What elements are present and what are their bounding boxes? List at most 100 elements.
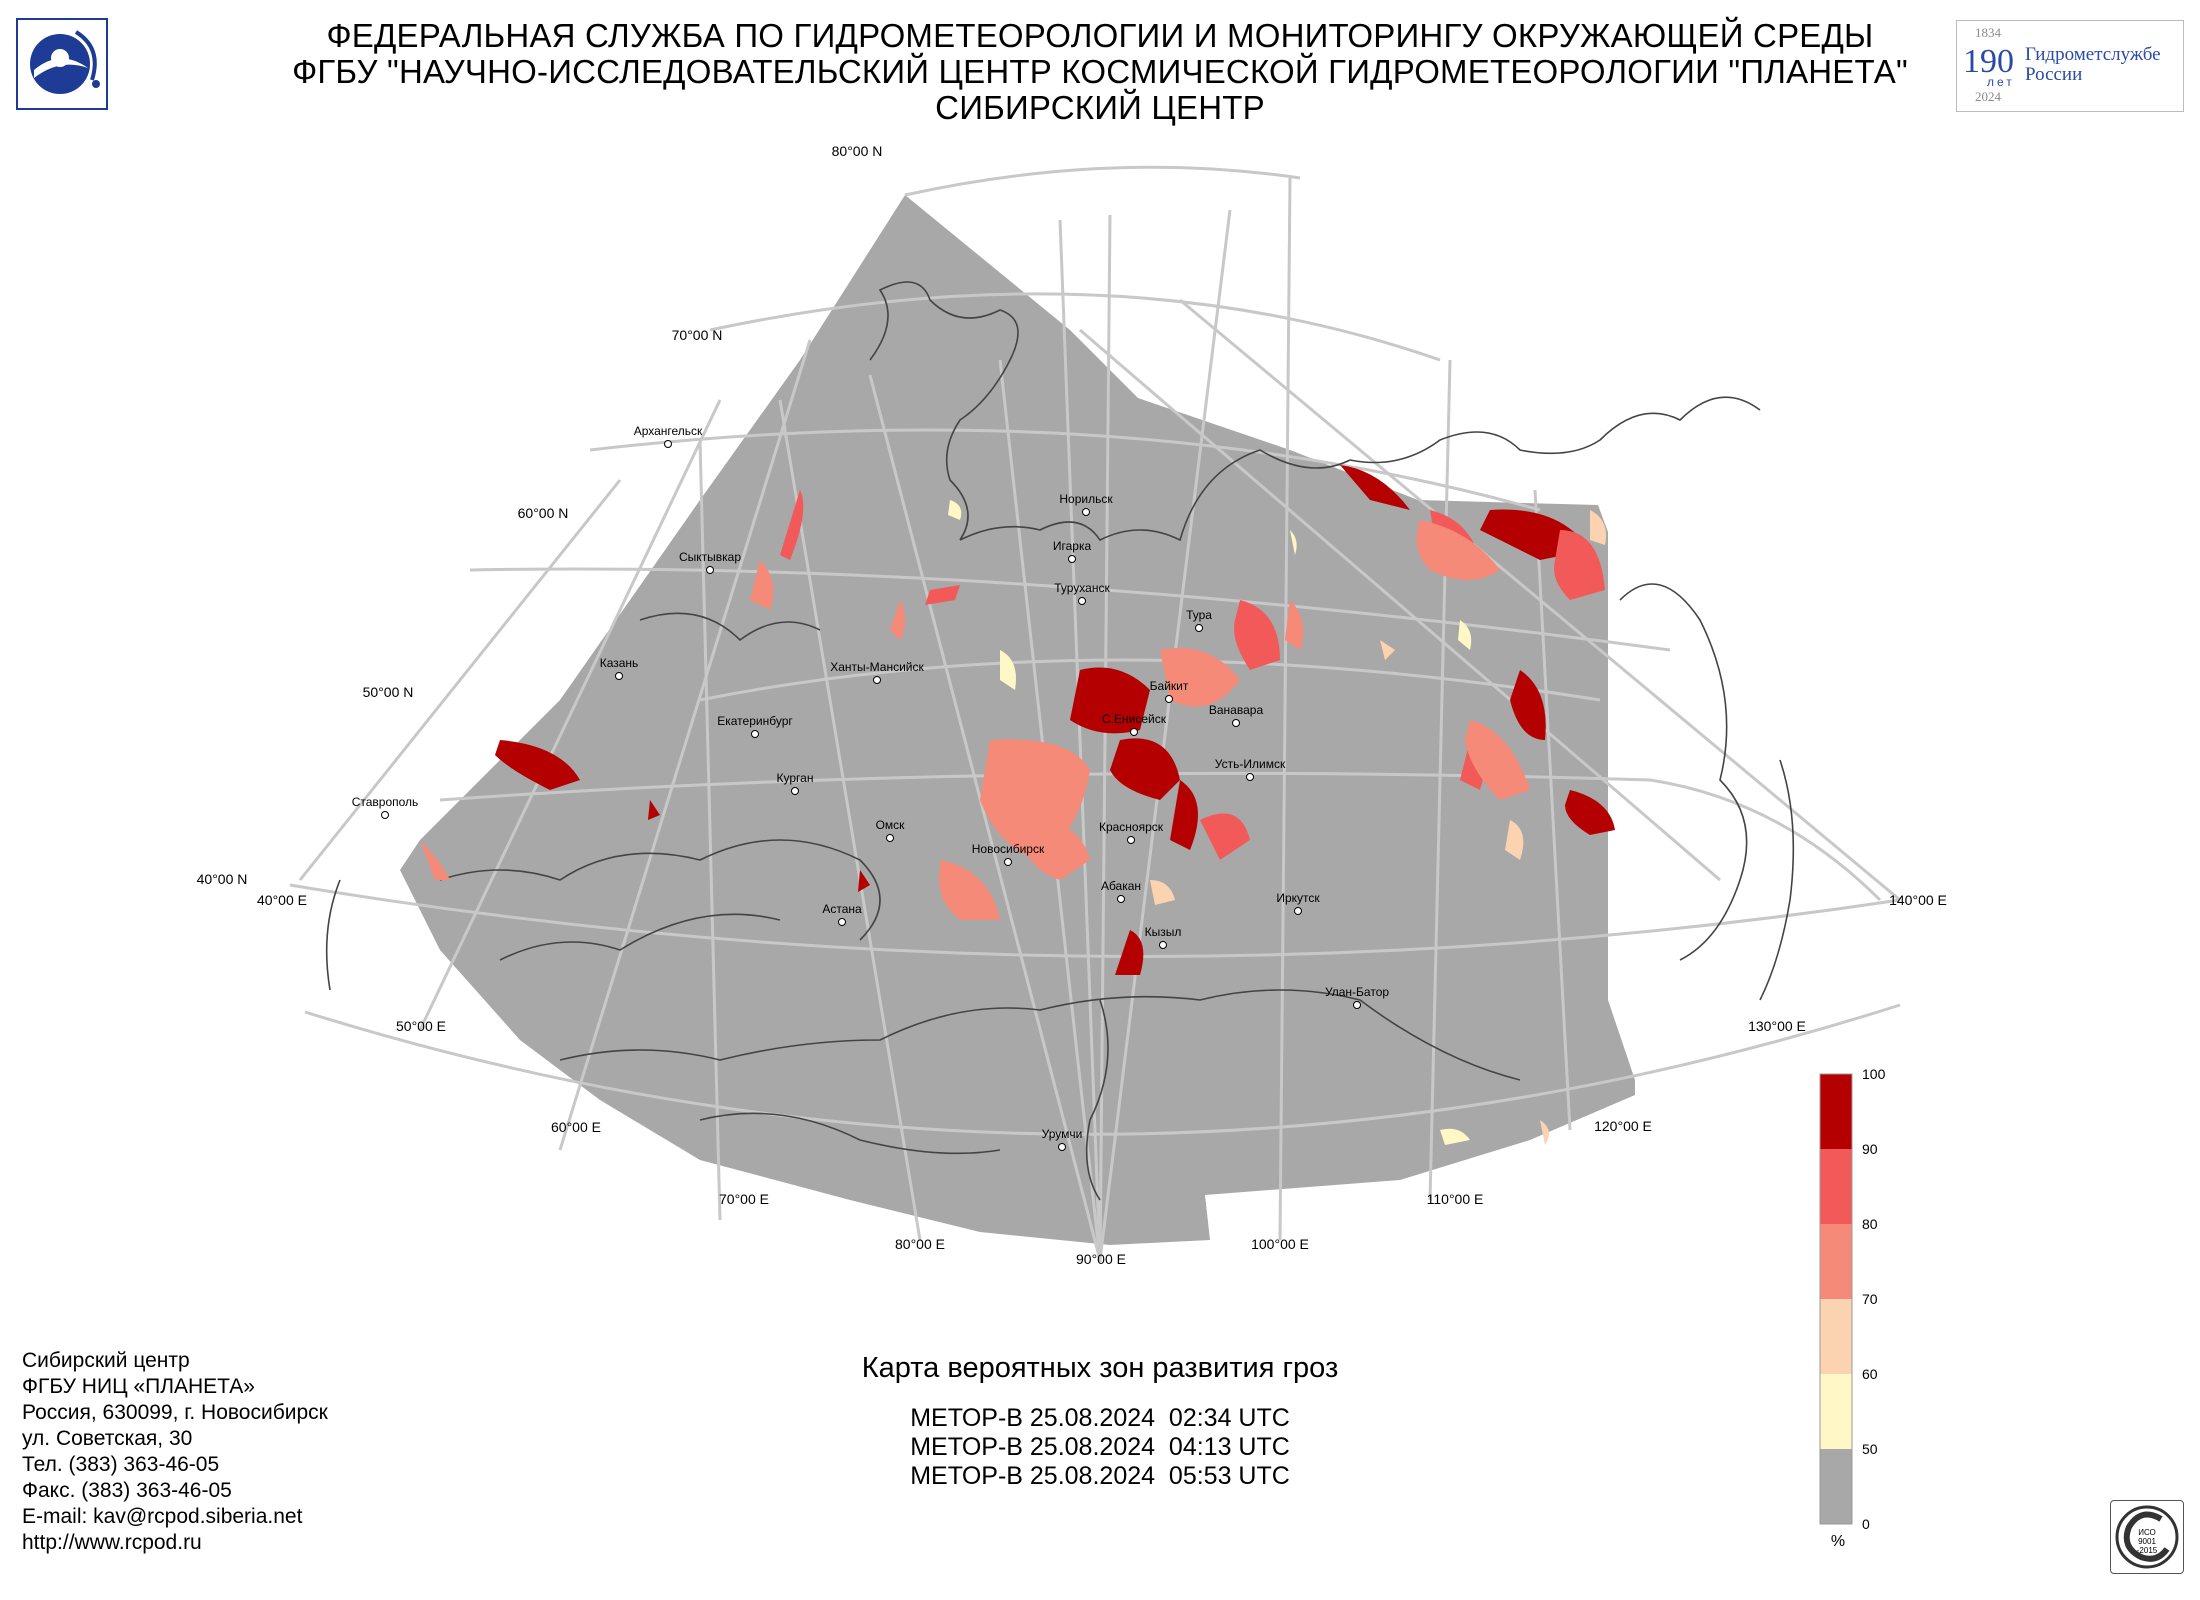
- legend-tick: 60: [1862, 1366, 1878, 1382]
- anniversary-year-start: 1834: [1975, 25, 2001, 40]
- contact-line: Россия, 630099, г. Новосибирск: [22, 1401, 328, 1424]
- probability-zones: [420, 465, 1615, 1145]
- legend-swatch-80-90: [1820, 1149, 1852, 1224]
- map-title: Карта вероятных зон развития гроз: [861, 1352, 1339, 1384]
- lon-label-40: 40°00 E: [257, 892, 307, 908]
- city-label: Усть-Илимск: [1215, 757, 1286, 771]
- city-label: Екатеринбург: [717, 714, 793, 728]
- legend-tick: 0: [1862, 1516, 1870, 1532]
- lon-label-50: 50°00 E: [396, 1018, 446, 1034]
- graticule: [289, 165, 1901, 1263]
- anniversary-text-line1: Гидрометслужбе: [2025, 44, 2161, 65]
- city-label: Игарка: [1053, 539, 1092, 553]
- city-label: Ханты-Мансийск: [830, 660, 924, 674]
- legend-tick: 70: [1862, 1291, 1878, 1307]
- city-label: Урумчи: [1042, 1127, 1083, 1141]
- city-label: Абакан: [1101, 879, 1141, 893]
- color-legend: 100 90 80 70 60 50 0 %: [1819, 1066, 1886, 1550]
- city-marker: Екатеринбург: [717, 714, 793, 738]
- city-label: Иркутск: [1276, 891, 1320, 905]
- city-marker: Астана: [822, 902, 862, 926]
- city-label: Кызыл: [1145, 925, 1182, 939]
- contact-line: Сибирский центр: [22, 1349, 190, 1372]
- lon-label-70: 70°00 E: [719, 1191, 769, 1207]
- city-label: Курган: [777, 771, 814, 785]
- contact-info: Сибирский центр ФГБУ НИЦ «ПЛАНЕТА» Росси…: [22, 1348, 328, 1556]
- longitude-labels: 40°00 E 50°00 E 60°00 E 70°00 E 80°00 E …: [257, 892, 1947, 1267]
- city-marker: Ханты-Мансийск: [830, 660, 925, 684]
- city-markers: Архангельск Норильск Игарка Туруханск Сы…: [352, 424, 1389, 1151]
- city-marker: Тура: [1186, 608, 1212, 632]
- city-marker: Казань: [600, 656, 639, 680]
- city-marker: Иркутск: [1276, 891, 1320, 915]
- city-marker: Урумчи: [1042, 1127, 1083, 1151]
- legend-swatch-70-80: [1820, 1224, 1852, 1299]
- legend-unit: %: [1831, 1533, 1845, 1550]
- legend-swatch-90-100: [1820, 1074, 1852, 1149]
- city-marker: Байкит: [1150, 679, 1189, 703]
- anniversary-number: 190: [1963, 43, 2014, 80]
- legend-swatch-0-50: [1820, 1449, 1852, 1524]
- contact-email[interactable]: E-mail: kav@rcpod.siberia.net: [22, 1505, 303, 1528]
- legend-frame: [1819, 1073, 1853, 1525]
- city-label: Норильск: [1059, 492, 1113, 506]
- city-label: Туруханск: [1054, 581, 1110, 595]
- coverage-area: [400, 195, 1635, 1245]
- contact-line: Тел. (383) 363-46-05: [22, 1453, 220, 1476]
- anniversary-logo: 1834 190 лет Гидрометслужбе России 2024: [1956, 20, 2184, 112]
- legend-tick: 80: [1862, 1216, 1878, 1232]
- legend-tick: 90: [1862, 1141, 1878, 1157]
- satellite-pass: МЕТОР-В 25.08.2024 04:13 UTC: [910, 1433, 1290, 1461]
- iso-line3: -2015: [2137, 1546, 2158, 1555]
- city-label: Казань: [600, 656, 639, 670]
- legend-swatch-50-60: [1820, 1374, 1852, 1449]
- city-label: Новосибирск: [972, 842, 1045, 856]
- satellite-pass: МЕТОР-В 25.08.2024 05:53 UTC: [910, 1462, 1290, 1490]
- city-label: Архангельск: [634, 424, 703, 438]
- header-line-3: СИБИРСКИЙ ЦЕНТР: [935, 89, 1265, 126]
- contact-website[interactable]: http://www.rcpod.ru: [22, 1531, 202, 1554]
- header-line-2: ФГБУ "НАУЧНО-ИССЛЕДОВАТЕЛЬСКИЙ ЦЕНТР КОС…: [292, 53, 1908, 90]
- city-label: С.Енисейск: [1102, 712, 1167, 726]
- iso-line2: 9001: [2138, 1537, 2156, 1546]
- anniversary-text: Гидрометслужбе России: [2025, 45, 2161, 85]
- lon-label-120: 120°00 E: [1594, 1118, 1652, 1134]
- satellite-passes: МЕТОР-В 25.08.2024 02:34 UTC МЕТОР-В 25.…: [700, 1404, 1500, 1491]
- roshydromet-logo: [16, 18, 108, 110]
- city-marker: Усть-Илимск: [1215, 757, 1286, 781]
- lat-label-80: 80°00 N: [832, 143, 883, 159]
- lat-label-70: 70°00 N: [672, 327, 723, 343]
- anniversary-unit: лет: [1987, 75, 2015, 89]
- legend-tick: 100: [1862, 1066, 1886, 1082]
- iso-line1: ИСО: [2138, 1528, 2156, 1537]
- city-label: Сыктывкар: [679, 550, 741, 564]
- city-label: Тура: [1186, 608, 1212, 622]
- city-marker: Ставрополь: [352, 795, 418, 819]
- lon-label-100: 100°00 E: [1251, 1236, 1309, 1252]
- contact-line: Факс. (383) 363-46-05: [22, 1479, 232, 1502]
- anniversary-year-end: 2024: [1975, 89, 2001, 104]
- city-marker: Курган: [777, 771, 814, 795]
- city-marker: Омск: [876, 818, 905, 842]
- legend-swatch-60-70: [1820, 1299, 1852, 1374]
- city-marker: Новосибирск: [972, 842, 1045, 866]
- city-marker: Архангельск: [634, 424, 703, 448]
- city-marker: Кызыл: [1145, 925, 1182, 949]
- city-marker: Ванавара: [1209, 703, 1263, 727]
- city-label: Байкит: [1150, 679, 1189, 693]
- city-marker: Норильск: [1059, 492, 1113, 516]
- satellite-pass: МЕТОР-В 25.08.2024 02:34 UTC: [910, 1404, 1290, 1432]
- anniversary-text-line2: России: [2025, 64, 2083, 85]
- lon-label-110: 110°00 E: [1427, 1191, 1484, 1207]
- city-marker: Абакан: [1101, 879, 1141, 903]
- coastlines: [325, 281, 1795, 1201]
- city-marker: Туруханск: [1054, 581, 1110, 605]
- city-marker: Красноярск: [1099, 820, 1164, 844]
- lon-label-80: 80°00 E: [895, 1236, 945, 1252]
- lon-label-60: 60°00 E: [551, 1119, 601, 1135]
- lat-label-40: 40°00 N: [197, 871, 248, 887]
- contact-line: ФГБУ НИЦ «ПЛАНЕТА»: [22, 1375, 255, 1398]
- latitude-labels: 80°00 N 70°00 N 60°00 N 50°00 N 40°00 N: [197, 143, 883, 887]
- city-label: Красноярск: [1099, 820, 1164, 834]
